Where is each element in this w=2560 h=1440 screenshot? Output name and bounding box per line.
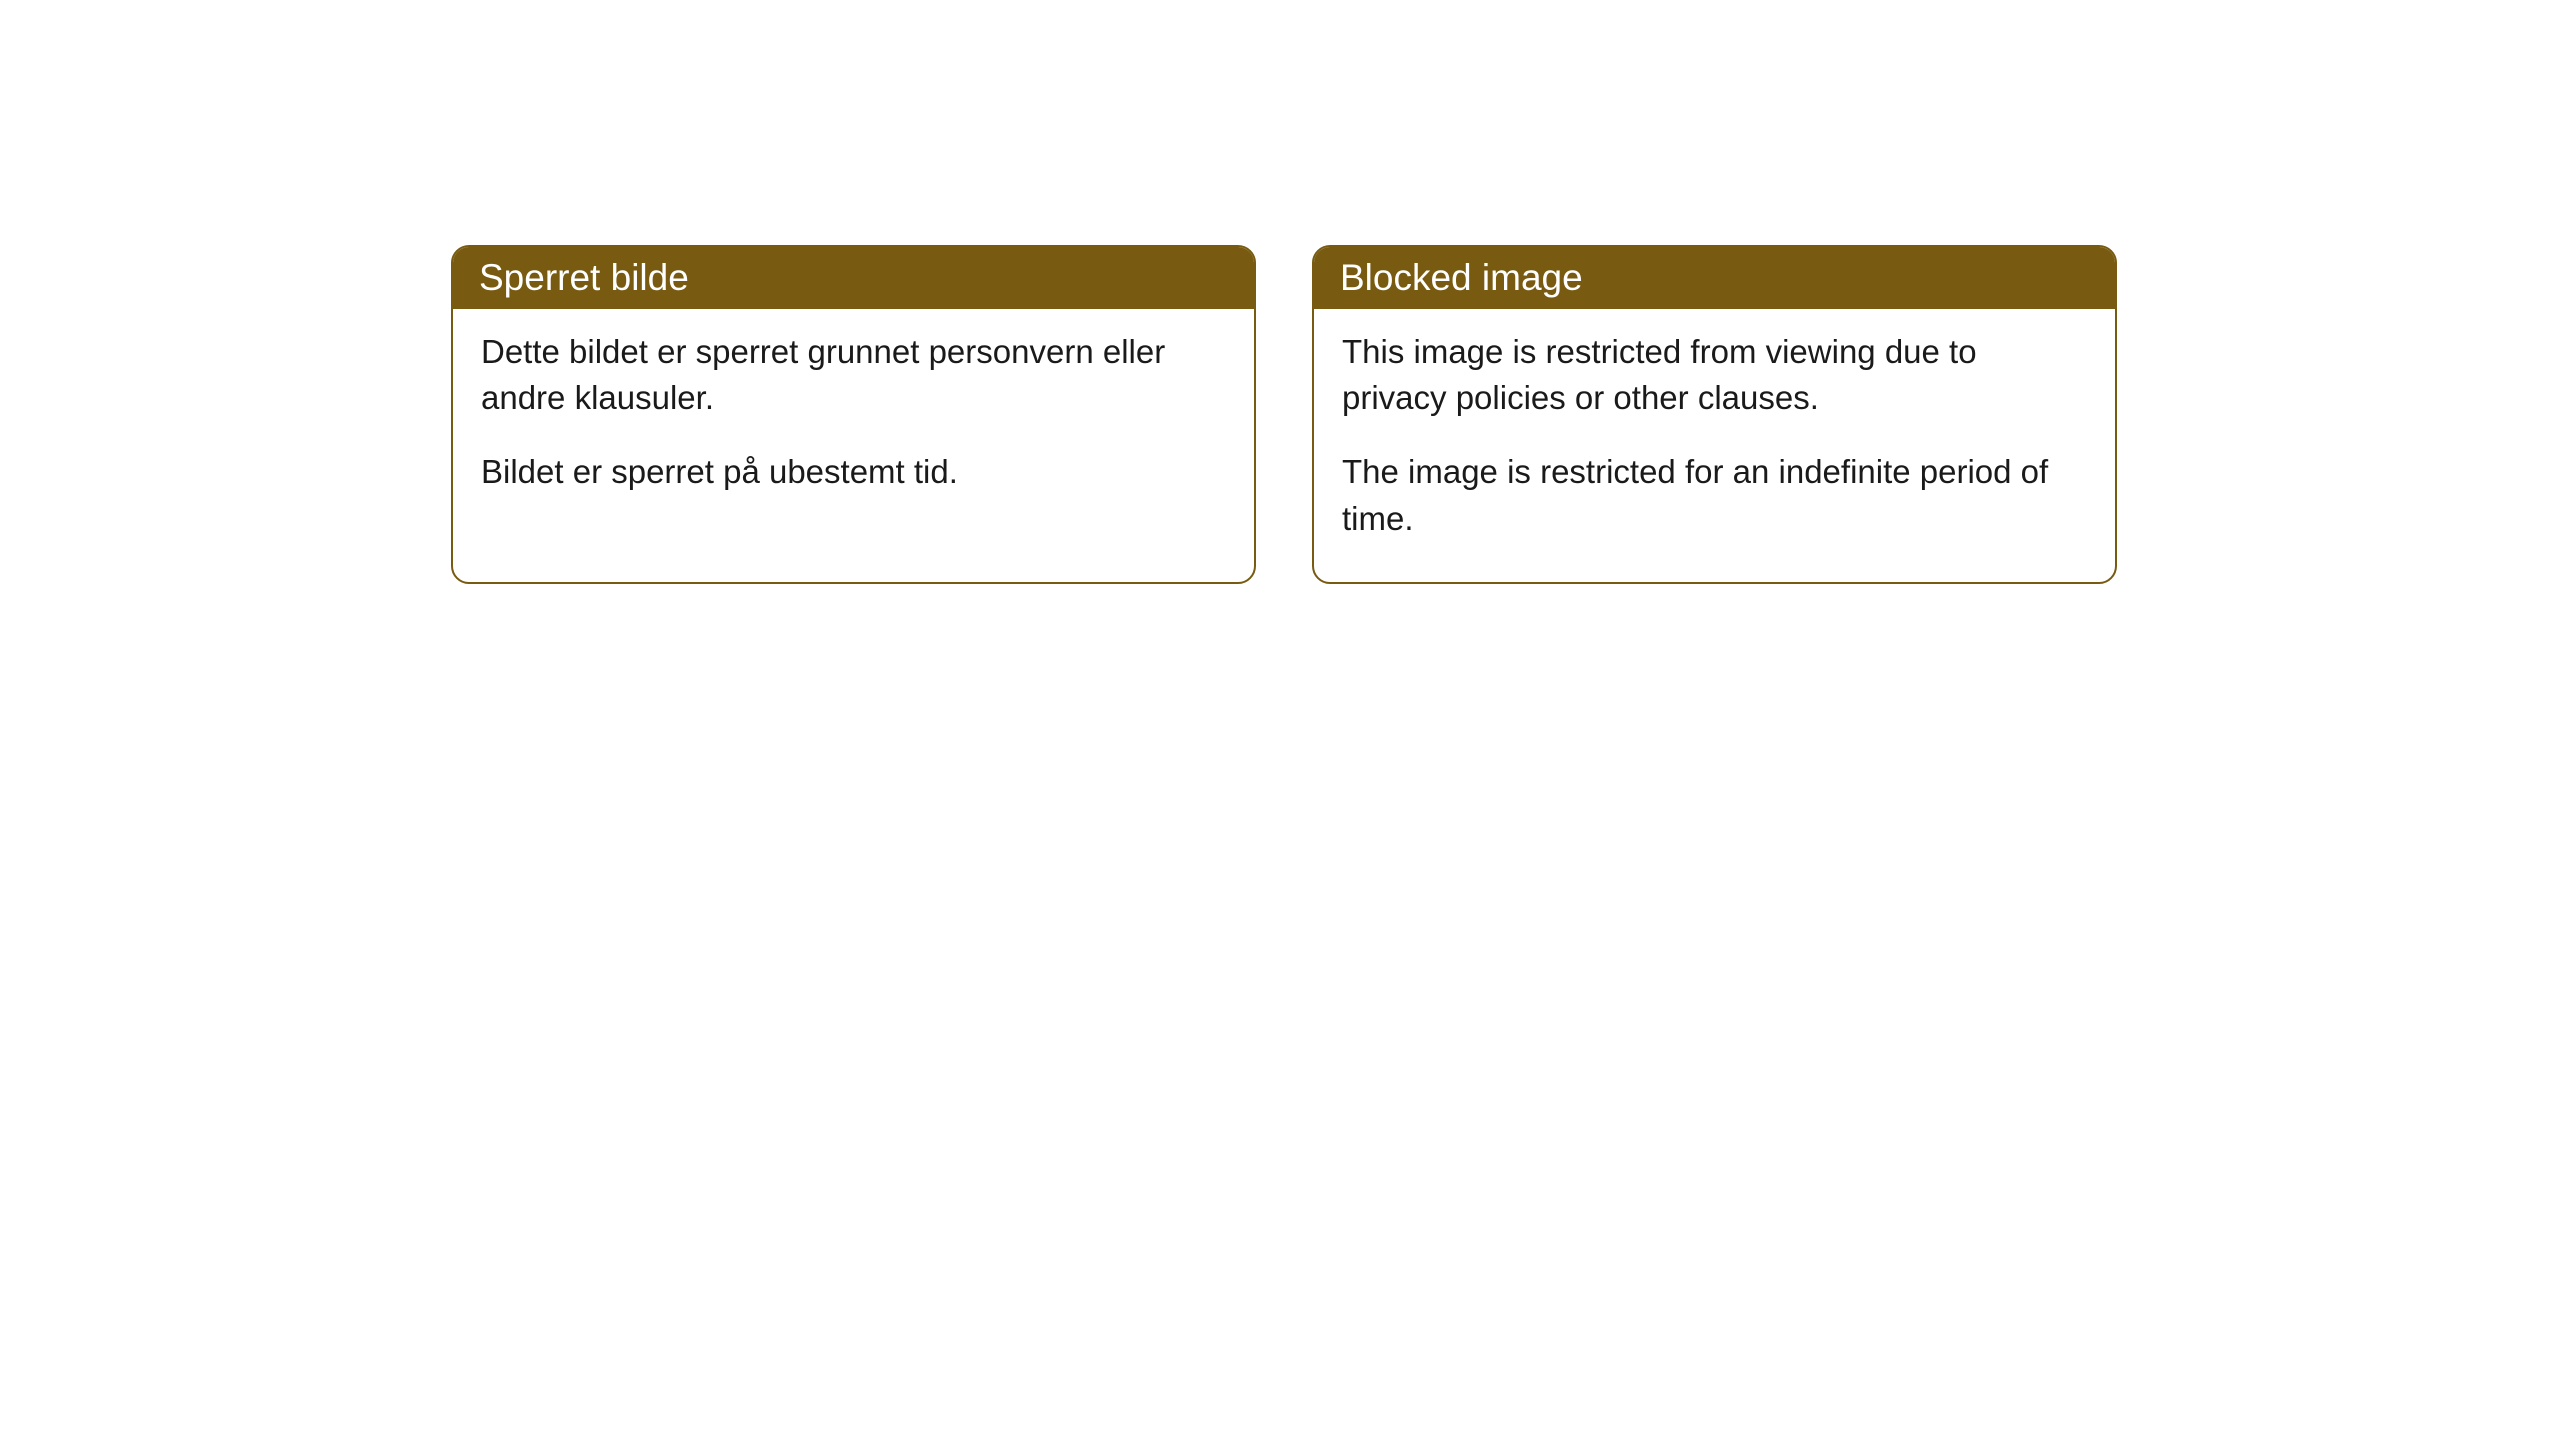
card-paragraph: Bildet er sperret på ubestemt tid. [481, 449, 1226, 495]
card-paragraph: Dette bildet er sperret grunnet personve… [481, 329, 1226, 421]
card-title: Blocked image [1340, 257, 1583, 298]
blocked-image-card-norwegian: Sperret bilde Dette bildet er sperret gr… [451, 245, 1256, 584]
card-header: Sperret bilde [453, 247, 1254, 309]
card-title: Sperret bilde [479, 257, 689, 298]
card-paragraph: This image is restricted from viewing du… [1342, 329, 2087, 421]
card-paragraph: The image is restricted for an indefinit… [1342, 449, 2087, 541]
card-header: Blocked image [1314, 247, 2115, 309]
notice-cards-container: Sperret bilde Dette bildet er sperret gr… [451, 245, 2117, 584]
card-body: Dette bildet er sperret grunnet personve… [453, 309, 1254, 536]
blocked-image-card-english: Blocked image This image is restricted f… [1312, 245, 2117, 584]
card-body: This image is restricted from viewing du… [1314, 309, 2115, 582]
